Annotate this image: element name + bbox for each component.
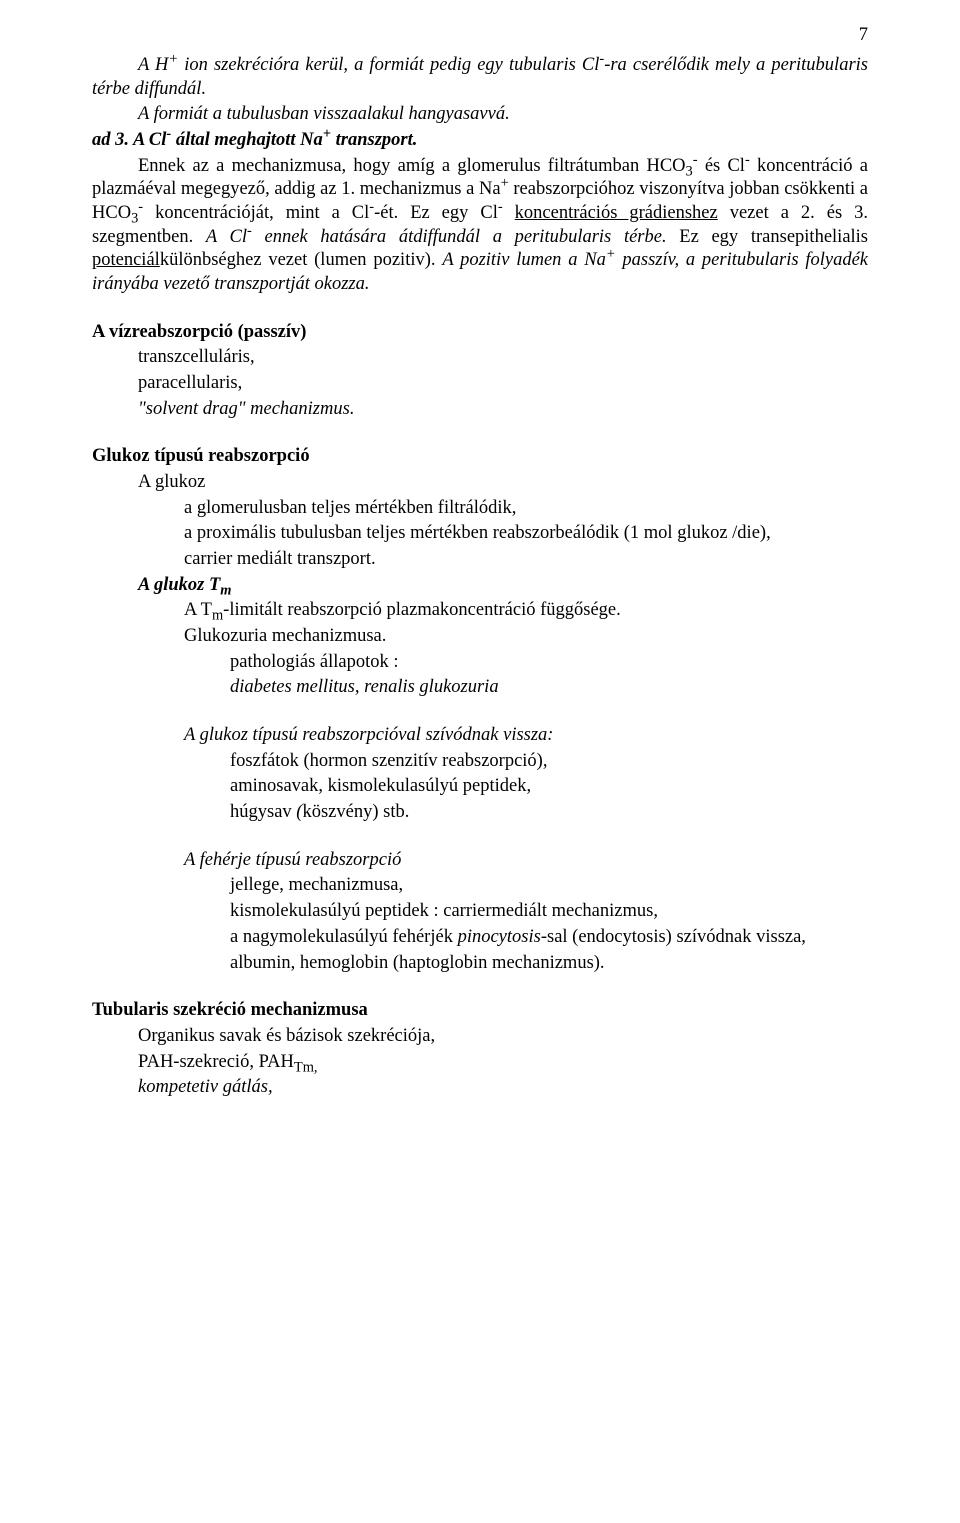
- subscript: m: [212, 608, 223, 624]
- txt: [503, 203, 515, 223]
- glukoz-tm-l3: pathologiás állapotok :: [92, 651, 868, 675]
- document-page: 7 A H+ ion szekrécióra kerül, a formiát …: [0, 0, 960, 1523]
- txt: köszvény) stb.: [302, 802, 409, 822]
- paragraph-2: A formiát a tubulusban visszaalakul hang…: [92, 103, 868, 127]
- txt: A H: [138, 55, 168, 75]
- superscript: +: [323, 126, 331, 142]
- txt: A T: [184, 600, 212, 620]
- txt: -ét. Ez egy Cl: [374, 203, 498, 223]
- txt: ennek hatására átdiffundál a peritubular…: [252, 227, 667, 247]
- viz-item-2: paracellularis,: [92, 372, 868, 396]
- glukoz-tm-l2: Glukozuria mechanizmusa.: [92, 625, 868, 649]
- tubularis-l1: Organikus savak és bázisok szekréciója,: [92, 1025, 868, 1049]
- page-number: 7: [859, 24, 868, 48]
- glukoz-tipusu-heading: A glukoz típusú reabszorpcióval szívódna…: [92, 724, 868, 748]
- glukoz-item-1: a glomerulusban teljes mértékben filtrál…: [92, 497, 868, 521]
- section-tubularis-heading: Tubularis szekréció mechanizmusa: [92, 999, 868, 1023]
- txt: -sal (endocytosis) szívódnak vissza,: [541, 927, 806, 947]
- viz-item-3: "solvent drag" mechanizmus.: [92, 398, 868, 422]
- txt: pinocytosis: [458, 927, 541, 947]
- txt: és Cl: [698, 156, 745, 176]
- glukoz-item-2: a proximális tubulusban teljes mértékben…: [92, 522, 868, 546]
- txt: A Cl: [206, 227, 247, 247]
- section-glukoz-heading: Glukoz típusú reabszorpció: [92, 445, 868, 469]
- glukoz-item-3: carrier mediált transzport.: [92, 548, 868, 572]
- subscript: m: [220, 582, 231, 598]
- tubularis-l3: kompetetiv gátlás,: [92, 1076, 868, 1100]
- viz-item-1: transzcelluláris,: [92, 346, 868, 370]
- txt: Ez egy transepithelialis: [667, 227, 868, 247]
- txt: ad 3.: [92, 130, 129, 150]
- txt: A pozitiv lumen a Na: [442, 250, 606, 270]
- feherje-heading: A fehérje típusú reabszorpció: [92, 849, 868, 873]
- glukoz-tm-l1: A Tm-limitált reabszorpció plazmakoncent…: [92, 599, 868, 623]
- underlined: koncentrációs grádienshez: [515, 203, 718, 223]
- glukoz-tipusu-l3: húgysav (köszvény) stb.: [92, 801, 868, 825]
- txt: Ennek az a mechanizmusa, hogy amíg a glo…: [138, 156, 686, 176]
- txt: a nagymolekulasúlyú fehérjék: [230, 927, 458, 947]
- txt: koncentrációját, mint a Cl: [143, 203, 369, 223]
- txt: transzport.: [331, 130, 417, 150]
- subscript: Tm,: [294, 1059, 318, 1075]
- p1-italic: A H+ ion szekrécióra kerül, a formiát pe…: [92, 55, 868, 99]
- txt: -limitált reabszorpció plazmakoncentráci…: [223, 600, 621, 620]
- txt: által meghajtott Na: [171, 130, 323, 150]
- txt: A glukoz T: [138, 575, 220, 595]
- feherje-l2: kismolekulasúlyú peptidek : carriermediá…: [92, 900, 868, 924]
- txt: PAH-szekreció, PAH: [138, 1052, 294, 1072]
- glukoz-sub: A glukoz: [92, 471, 868, 495]
- feherje-l4: albumin, hemoglobin (haptoglobin mechani…: [92, 952, 868, 976]
- superscript: +: [606, 246, 616, 262]
- glukoz-tipusu-l2: aminosavak, kismolekulasúlyú peptidek,: [92, 775, 868, 799]
- section-viz-heading: A vízreabszorpció (passzív): [92, 321, 868, 345]
- txt: A Cl: [129, 130, 166, 150]
- paragraph-3-heading: ad 3. A Cl- által meghajtott Na+ transzp…: [92, 129, 868, 153]
- glukoz-tipusu-l1: foszfátok (hormon szenzitív reabszorpció…: [92, 750, 868, 774]
- underlined: potenciál: [92, 250, 160, 270]
- txt: különbséghez vezet (lumen pozitiv).: [160, 250, 443, 270]
- txt: húgysav: [230, 802, 296, 822]
- paragraph-1: A H+ ion szekrécióra kerül, a formiát pe…: [92, 54, 868, 101]
- glukoz-tm-heading: A glukoz Tm: [92, 574, 868, 598]
- txt: ion szekrécióra kerül, a formiát pedig e…: [178, 55, 599, 75]
- glukoz-tm-l4: diabetes mellitus, renalis glukozuria: [92, 676, 868, 700]
- superscript: -: [498, 199, 503, 215]
- feherje-l1: jellege, mechanizmusa,: [92, 874, 868, 898]
- tubularis-l2: PAH-szekreció, PAHTm,: [92, 1051, 868, 1075]
- feherje-l3: a nagymolekulasúlyú fehérjék pinocytosis…: [92, 926, 868, 950]
- subscript: 3: [686, 163, 693, 179]
- superscript: +: [501, 175, 509, 191]
- superscript: +: [168, 51, 178, 67]
- paragraph-4: Ennek az a mechanizmusa, hogy amíg a glo…: [92, 155, 868, 297]
